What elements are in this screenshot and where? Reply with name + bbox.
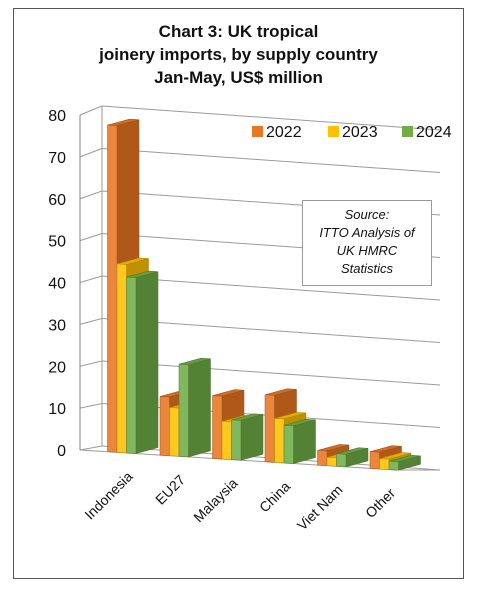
x-tick-label: EU27 [152, 471, 188, 507]
bar-2024-other [388, 454, 421, 471]
gridline-side [79, 275, 103, 283]
source-line-1: Source: [344, 207, 390, 222]
bar-side [293, 419, 316, 464]
bar-front [178, 363, 189, 458]
bar-side [240, 414, 264, 461]
gridline [101, 275, 441, 301]
bar-front [159, 396, 170, 456]
bar-front [336, 453, 347, 468]
bar-front [369, 451, 380, 470]
x-tick-label: Indonesia [81, 468, 135, 522]
bar-side [135, 271, 159, 454]
legend-swatch [252, 126, 263, 137]
bar-front [231, 419, 242, 461]
bar-front [326, 457, 337, 467]
bar-front [283, 424, 294, 464]
y-tick-label: 0 [57, 443, 66, 460]
gridline [101, 148, 441, 173]
bar-front [388, 460, 399, 471]
legend-swatch [402, 126, 413, 137]
y-tick-label: 40 [48, 276, 66, 293]
gridline [101, 105, 441, 131]
y-tick-label: 70 [48, 150, 66, 167]
gridline-side [79, 360, 103, 367]
y-tick-label: 50 [48, 234, 66, 251]
bar-2024-indonesia [126, 270, 159, 454]
bar-2024-viet-nam [336, 447, 369, 468]
bar-2024-eu27 [178, 357, 211, 458]
x-tick-label: Viet Nam [294, 482, 346, 534]
legend-swatch [328, 126, 339, 137]
source-line-4: Statistics [340, 261, 393, 276]
legend-item-2023: 2023 [328, 124, 378, 141]
source-annotation: Source: ITTO Analysis of UK HMRC Statist… [302, 200, 432, 286]
bars [107, 118, 421, 471]
legend: 2022 2023 2024 [252, 124, 452, 141]
gridline-side [79, 233, 103, 242]
y-tick-label: 80 [48, 108, 66, 125]
legend-item-2022: 2022 [252, 124, 302, 141]
bar-front [264, 394, 275, 463]
y-tick-label: 10 [48, 401, 66, 418]
chart-title-line-3: Jan-May, US$ million [154, 68, 323, 87]
source-line-3: UK HMRC [336, 243, 398, 258]
chart-title-line-1: Chart 3: UK tropical [158, 22, 319, 41]
y-tick-label: 60 [48, 192, 66, 209]
gridline-side [79, 105, 103, 116]
legend-label: 2023 [342, 124, 378, 141]
bar-front [169, 407, 180, 457]
gridline-side [79, 148, 103, 158]
legend-item-2024: 2024 [402, 124, 452, 141]
source-line-2: ITTO Analysis of [319, 225, 415, 240]
bar-front [126, 276, 137, 454]
gridline-side [79, 318, 103, 325]
bar-2024-malaysia [231, 413, 264, 461]
y-tick-label: 20 [48, 359, 66, 376]
legend-label: 2024 [416, 124, 452, 141]
y-axis-ticks: 0 10 20 30 40 50 60 70 80 [48, 108, 66, 460]
legend-label: 2022 [266, 124, 302, 141]
gridline-side [79, 403, 103, 409]
gridline-side [79, 190, 103, 200]
bar-front [317, 450, 328, 466]
x-tick-label: Other [362, 485, 398, 521]
chart-title: Chart 3: UK tropical joinery imports, by… [13, 20, 464, 89]
chart-title-line-2: joinery imports, by supply country [99, 45, 378, 64]
bar-front [116, 263, 127, 454]
bar-front [212, 395, 223, 460]
bar-front [107, 124, 118, 453]
gridline-side [79, 445, 103, 451]
x-tick-label: Malaysia [190, 475, 241, 526]
bar-side [188, 358, 211, 458]
chart-frame [13, 8, 464, 579]
gridline [101, 360, 441, 386]
bar-2024-china [283, 419, 316, 464]
x-axis-labels: Indonesia EU27 Malaysia China Viet Nam Other [81, 468, 398, 533]
y-tick-label: 30 [48, 317, 66, 334]
bar-front [221, 421, 232, 460]
bar-front [274, 418, 285, 464]
x-tick-label: China [256, 478, 293, 515]
gridline [101, 318, 441, 343]
bar-front [379, 458, 390, 470]
